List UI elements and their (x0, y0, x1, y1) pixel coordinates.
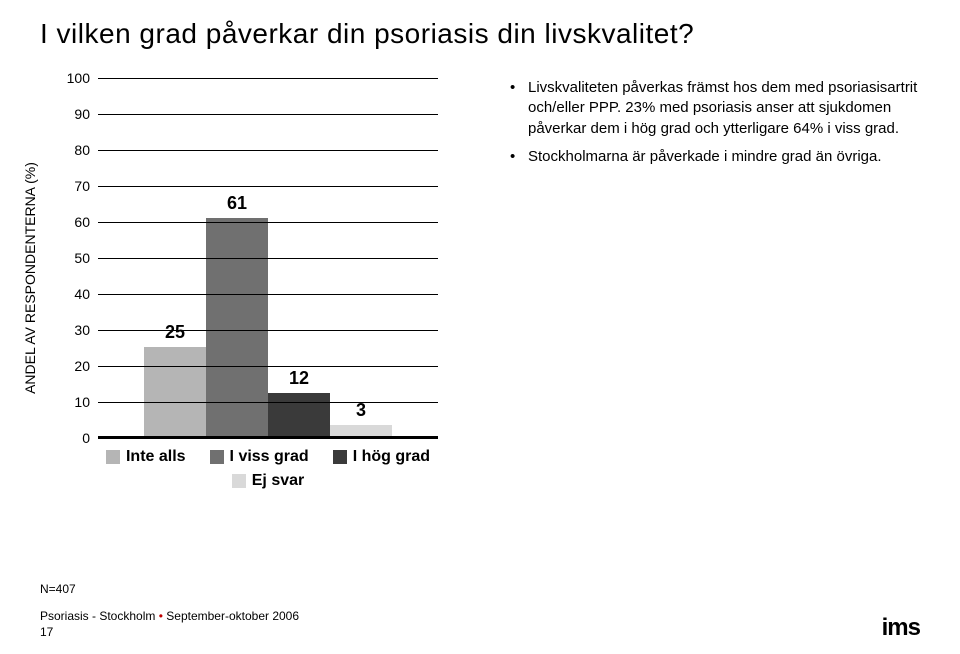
grid-line (98, 150, 438, 151)
legend-item: I hög grad (333, 448, 430, 466)
grid-line (98, 258, 438, 259)
chart-legend: Inte alls I viss grad I hög grad Ej svar (98, 448, 438, 490)
y-tick-label: 60 (74, 214, 90, 230)
grid-line (98, 330, 438, 331)
bars-container: 2561123 (98, 78, 438, 436)
grid-line (98, 78, 438, 79)
plot-area: 2561123 0102030405060708090100 (98, 78, 438, 438)
legend-swatch (333, 450, 347, 464)
y-tick-label: 0 (82, 430, 90, 446)
grid-line (98, 294, 438, 295)
legend-swatch (106, 450, 120, 464)
chart-column: ANDEL AV RESPONDENTERNA (%) 2561123 0102… (40, 78, 480, 478)
slide-page: I vilken grad påverkar din psoriasis din… (0, 0, 960, 654)
bar: 61 (206, 218, 268, 436)
grid-line (98, 438, 438, 439)
y-tick-label: 90 (74, 106, 90, 122)
footer-date: September-oktober 2006 (166, 609, 299, 623)
logo-text: ims (882, 614, 920, 641)
bullet-item: Stockholmarna är påverkade i mindre grad… (510, 147, 920, 167)
bar: 3 (330, 425, 392, 436)
logo-letter: m (887, 614, 907, 641)
y-tick-label: 20 (74, 358, 90, 374)
legend-item: Inte alls (106, 448, 186, 466)
bar-value-label: 25 (165, 322, 185, 343)
footer-source: Psoriasis - Stockholm (40, 609, 155, 623)
y-tick-label: 40 (74, 286, 90, 302)
logo: ims (882, 614, 920, 642)
legend-label: Ej svar (252, 472, 304, 490)
footer-page: 17 (40, 624, 299, 640)
bar: 25 (144, 347, 206, 437)
grid-line (98, 366, 438, 367)
legend-item: I viss grad (210, 448, 309, 466)
grid-line (98, 402, 438, 403)
legend-label: I viss grad (230, 448, 309, 466)
y-tick-label: 50 (74, 250, 90, 266)
legend-swatch (232, 474, 246, 488)
grid-line (98, 186, 438, 187)
y-tick-label: 70 (74, 178, 90, 194)
bullet-item: Livskvaliteten påverkas främst hos dem m… (510, 78, 920, 139)
legend-label: Inte alls (126, 448, 186, 466)
footer-line: Psoriasis - Stockholm • September-oktobe… (40, 608, 299, 624)
bar-value-label: 12 (289, 368, 309, 389)
y-tick-label: 80 (74, 142, 90, 158)
bullet-list: Livskvaliteten påverkas främst hos dem m… (510, 78, 920, 167)
legend-label: I hög grad (353, 448, 430, 466)
bar-value-label: 3 (356, 400, 366, 421)
legend-item: Ej svar (232, 472, 304, 490)
logo-letter: s (908, 614, 920, 641)
y-tick-label: 10 (74, 394, 90, 410)
y-axis-label: ANDEL AV RESPONDENTERNA (%) (22, 162, 38, 394)
bar: 12 (268, 393, 330, 436)
bar-chart: ANDEL AV RESPONDENTERNA (%) 2561123 0102… (40, 78, 480, 478)
y-tick-label: 100 (67, 70, 90, 86)
bullets-column: Livskvaliteten påverkas främst hos dem m… (510, 78, 920, 478)
grid-line (98, 114, 438, 115)
content-row: ANDEL AV RESPONDENTERNA (%) 2561123 0102… (40, 78, 920, 478)
footer-n: N=407 (40, 581, 299, 597)
bar-value-label: 61 (227, 193, 247, 214)
grid-line (98, 222, 438, 223)
slide-footer: N=407 Psoriasis - Stockholm • September-… (40, 581, 299, 640)
y-tick-label: 30 (74, 322, 90, 338)
page-title: I vilken grad påverkar din psoriasis din… (40, 18, 920, 50)
legend-swatch (210, 450, 224, 464)
